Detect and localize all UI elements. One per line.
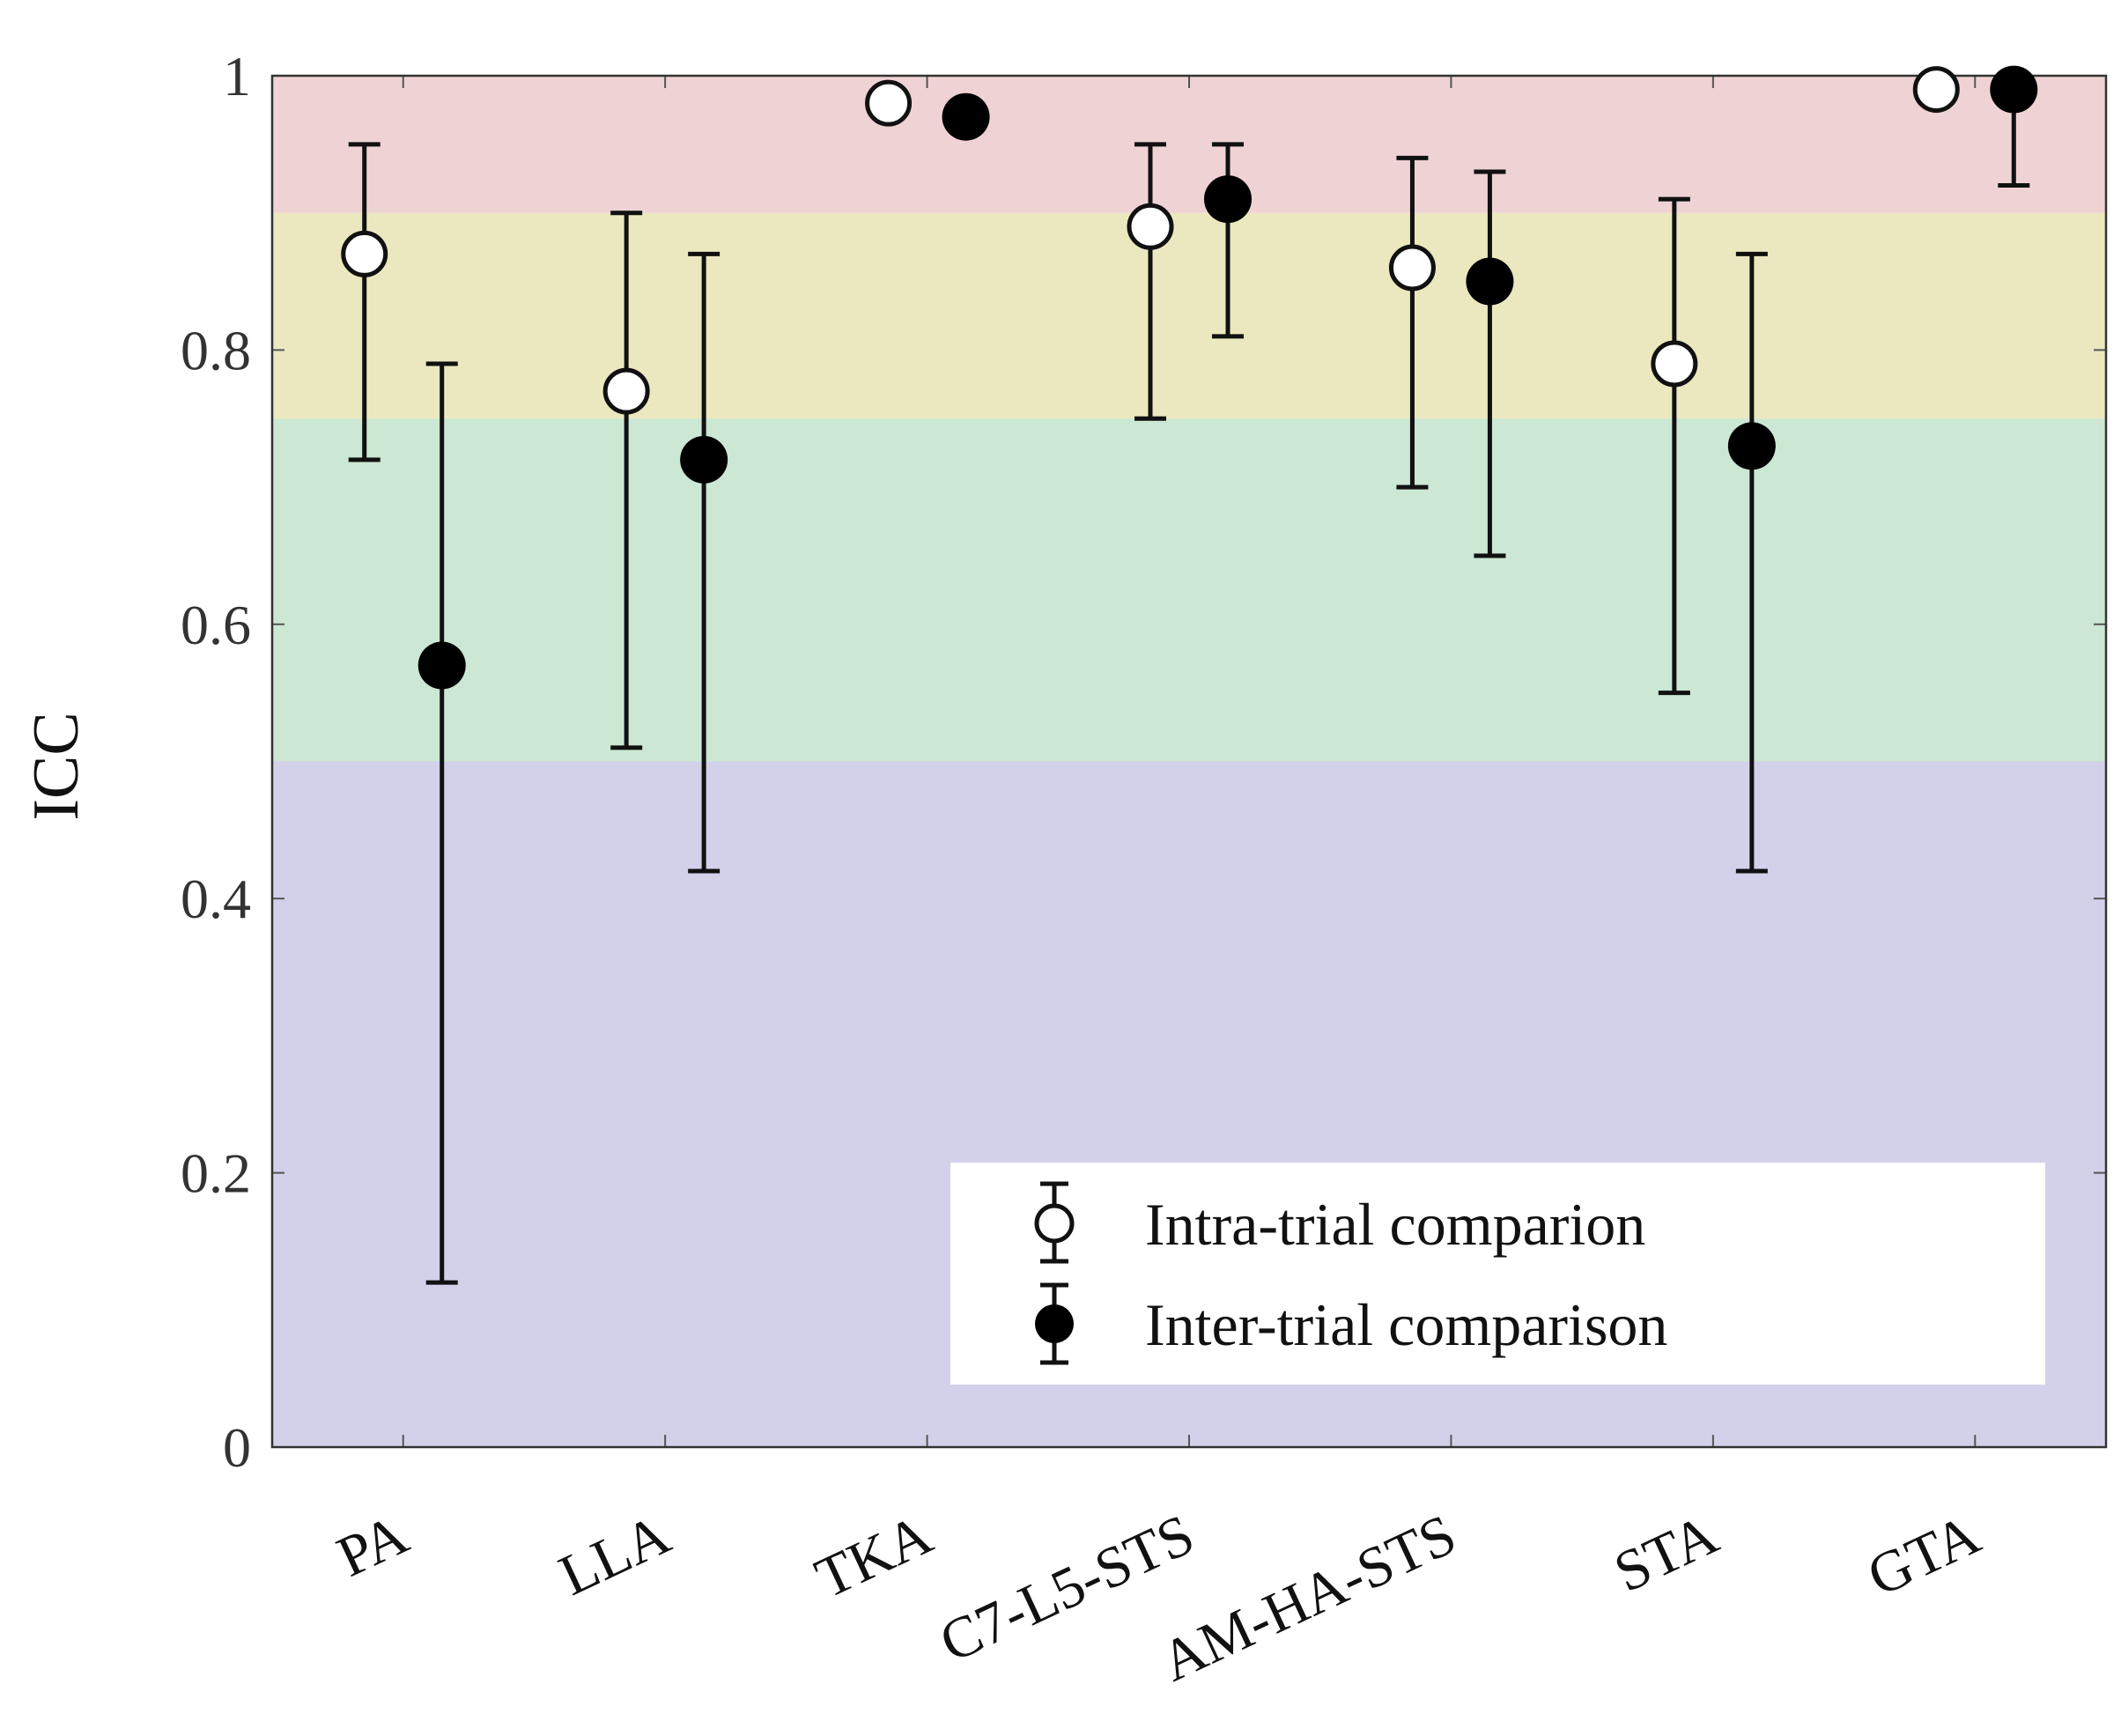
intra-point — [1388, 244, 1436, 292]
intra-point — [1651, 340, 1698, 388]
intra-point — [341, 230, 388, 277]
reliability-bands — [272, 76, 2106, 1447]
y-tick-label: 0.4 — [181, 868, 251, 930]
y-tick-label: 1 — [223, 45, 251, 107]
inter-point — [1466, 257, 1514, 306]
inter-point — [1727, 422, 1776, 470]
legend-intra-marker — [1034, 1181, 1075, 1264]
intra-point — [602, 367, 650, 415]
inter-point — [1204, 175, 1252, 224]
y-tick-label: 0 — [223, 1416, 251, 1479]
x-category-label: GTA — [1859, 1502, 1990, 1608]
legend-box — [950, 1163, 2045, 1385]
x-category-label: LLA — [550, 1502, 679, 1608]
y-tick-label: 0.2 — [181, 1142, 251, 1205]
band-3 — [272, 76, 2106, 213]
intra-point — [865, 79, 913, 127]
legend: Intra-trial comparion Inter-trial compar… — [950, 1163, 2045, 1385]
legend-inter-marker — [1035, 1282, 1074, 1365]
x-category-label: AM-HA-STS — [1151, 1502, 1466, 1694]
axes-frame — [270, 74, 2108, 1449]
inter-point — [1990, 65, 2038, 114]
y-tick-label: 0.6 — [181, 594, 251, 656]
legend-intra-label: Intra-trial comparion — [1145, 1191, 1645, 1258]
legend-inter-label: Inter-trial comparison — [1145, 1291, 1667, 1358]
intra-point — [1912, 66, 1960, 114]
band-1 — [272, 418, 2106, 762]
error-bars — [348, 73, 2030, 1285]
y-tick-labels: 0 0.2 0.4 0.6 0.8 1 — [181, 45, 251, 1479]
x-category-label: TKA — [806, 1502, 942, 1611]
inter-point — [418, 641, 466, 690]
inter-point — [680, 435, 728, 484]
y-tick-label: 0.8 — [181, 319, 251, 381]
band-2 — [272, 212, 2106, 419]
x-category-label: PA — [328, 1502, 418, 1589]
x-category-label: STA — [1605, 1502, 1727, 1605]
y-axis-title: ICC — [20, 712, 92, 820]
intra-point — [1127, 203, 1174, 250]
inter-point — [942, 92, 990, 141]
data-points — [341, 65, 2038, 690]
